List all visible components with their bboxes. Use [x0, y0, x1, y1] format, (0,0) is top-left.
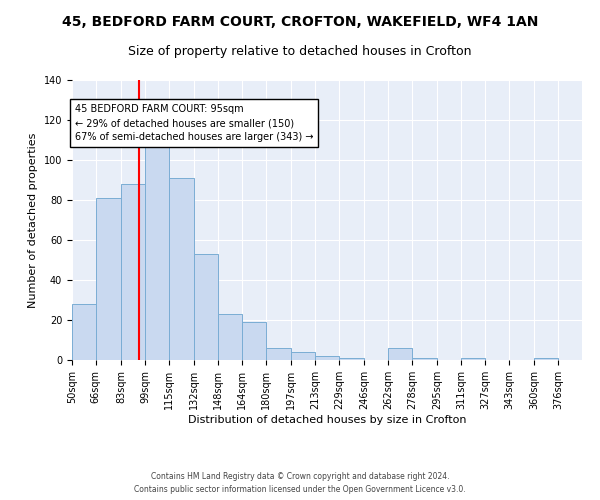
Bar	[315, 356, 339, 360]
Bar	[194, 254, 218, 360]
Text: Contains HM Land Registry data © Crown copyright and database right 2024.: Contains HM Land Registry data © Crown c…	[151, 472, 449, 481]
Bar	[291, 352, 315, 360]
Bar	[96, 198, 121, 360]
Bar	[412, 358, 437, 360]
Text: Contains public sector information licensed under the Open Government Licence v3: Contains public sector information licen…	[134, 485, 466, 494]
Bar	[266, 348, 291, 360]
Text: Size of property relative to detached houses in Crofton: Size of property relative to detached ho…	[128, 45, 472, 58]
Text: 45 BEDFORD FARM COURT: 95sqm
← 29% of detached houses are smaller (150)
67% of s: 45 BEDFORD FARM COURT: 95sqm ← 29% of de…	[75, 104, 313, 142]
Bar	[145, 134, 169, 360]
Bar	[388, 348, 412, 360]
Bar	[72, 304, 96, 360]
Bar	[461, 358, 485, 360]
Bar	[242, 322, 266, 360]
Text: 45, BEDFORD FARM COURT, CROFTON, WAKEFIELD, WF4 1AN: 45, BEDFORD FARM COURT, CROFTON, WAKEFIE…	[62, 15, 538, 29]
Bar	[121, 184, 145, 360]
Bar	[218, 314, 242, 360]
X-axis label: Distribution of detached houses by size in Crofton: Distribution of detached houses by size …	[188, 414, 466, 424]
Bar	[339, 358, 364, 360]
Bar	[169, 178, 194, 360]
Y-axis label: Number of detached properties: Number of detached properties	[28, 132, 38, 308]
Bar	[534, 358, 558, 360]
